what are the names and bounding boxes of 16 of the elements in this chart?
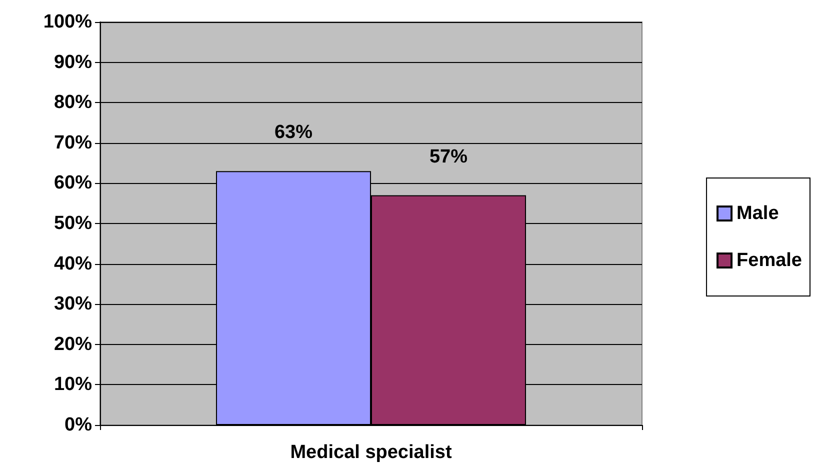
legend-label: Male [736, 203, 779, 224]
y-tick-label: 30% [54, 294, 92, 315]
y-tick-label: 60% [54, 172, 92, 194]
y-tick-label: 10% [54, 374, 92, 396]
y-tick-label: 50% [54, 213, 92, 234]
y-tick-label: 100% [43, 12, 92, 32]
y-tick-label: 90% [54, 52, 92, 73]
x-tick-label: Medical specialist [290, 442, 452, 463]
y-tick-label: 80% [54, 92, 92, 114]
y-tick-label: 0% [64, 414, 92, 436]
y-tick-label: 20% [54, 334, 92, 355]
y-tick-label: 70% [54, 132, 92, 154]
y-tick-label: 40% [54, 253, 92, 274]
data-label: 57% [429, 146, 468, 168]
data-label: 63% [274, 122, 313, 144]
legend-label: Female [736, 250, 802, 271]
